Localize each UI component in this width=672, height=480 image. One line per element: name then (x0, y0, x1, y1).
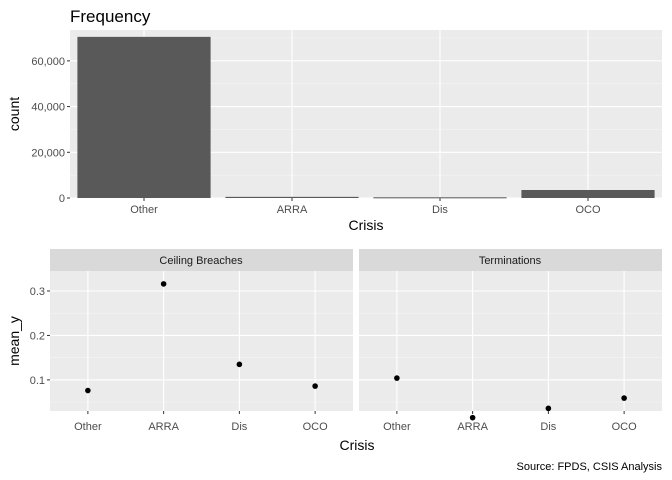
point-arra (160, 281, 167, 287)
facet-strip-label: Terminations (479, 255, 542, 267)
facet-panel (359, 271, 662, 411)
facet-panel (50, 271, 353, 411)
x-tick-label: Dis (540, 421, 556, 433)
facet-gridlines (359, 271, 662, 411)
mean-y-y-axis: 0.1 0.2 0.3 (30, 286, 50, 387)
frequency-x-axis-title: Crisis (349, 217, 384, 233)
source-caption: Source: FPDS, CSIS Analysis (517, 461, 663, 473)
frequency-bars (77, 36, 655, 199)
facet-strip (50, 249, 353, 271)
x-tick-label: OCO (575, 204, 601, 216)
bar-oco (521, 190, 655, 198)
y-tick-label: 0.3 (30, 286, 45, 298)
frequency-y-axis-title: count (6, 97, 22, 131)
mean-y-y-axis-title: mean_y (6, 316, 22, 366)
bar-dis (373, 197, 507, 199)
point-oco (621, 395, 627, 401)
facet-points (85, 281, 318, 394)
point-dis (545, 405, 552, 412)
facet-strip (359, 249, 662, 271)
point-other (394, 375, 400, 381)
facet-x-axis: Other ARRA Dis OCO (74, 411, 328, 433)
y-tick-label: 0.1 (30, 375, 45, 387)
bar-other (77, 36, 211, 198)
facet-strip-label: Ceiling Breaches (159, 255, 243, 267)
x-tick-label: Dis (231, 421, 247, 433)
frequency-title: Frequency (70, 7, 151, 26)
y-tick-label: 0.2 (30, 330, 45, 342)
mean-y-chart: Ceiling Breaches Other ARRA Dis OCO Termina… (6, 249, 662, 453)
point-arra (469, 414, 476, 421)
facet-terminations: Terminations Other ARRA Dis OCO (359, 249, 662, 433)
point-other (85, 387, 91, 394)
frequency-y-axis: 0 20,000 40,000 60,000 (31, 56, 70, 205)
x-tick-label: OCO (303, 421, 329, 433)
point-oco (312, 383, 318, 389)
x-tick-label: ARRA (277, 204, 308, 216)
facet-x-axis: Other ARRA Dis OCO (383, 411, 637, 433)
y-tick-label: 60,000 (31, 56, 65, 68)
facet-points (394, 375, 627, 421)
mean-y-x-axis-title: Crisis (340, 437, 375, 453)
y-tick-label: 40,000 (31, 102, 65, 114)
x-tick-label: Dis (432, 204, 448, 216)
bar-arra (225, 196, 359, 198)
x-tick-label: ARRA (457, 421, 488, 433)
x-tick-label: OCO (612, 421, 638, 433)
y-tick-label: 20,000 (31, 147, 65, 159)
x-tick-label: Other (74, 421, 102, 433)
facet-ceiling-breaches: Ceiling Breaches Other ARRA Dis OCO (50, 249, 353, 433)
frequency-x-axis: Other ARRA Dis OCO (130, 198, 601, 216)
x-tick-label: Other (383, 421, 411, 433)
frequency-chart: Frequency 0 20,000 40,000 60,000 Other ARRA D… (6, 7, 662, 233)
facet-gridlines (50, 271, 353, 411)
x-tick-label: ARRA (148, 421, 179, 433)
x-tick-label: Other (130, 204, 158, 216)
y-tick-label: 0 (59, 193, 65, 205)
point-dis (236, 361, 243, 368)
